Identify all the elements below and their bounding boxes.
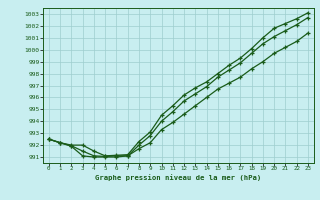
X-axis label: Graphe pression niveau de la mer (hPa): Graphe pression niveau de la mer (hPa) — [95, 174, 261, 181]
